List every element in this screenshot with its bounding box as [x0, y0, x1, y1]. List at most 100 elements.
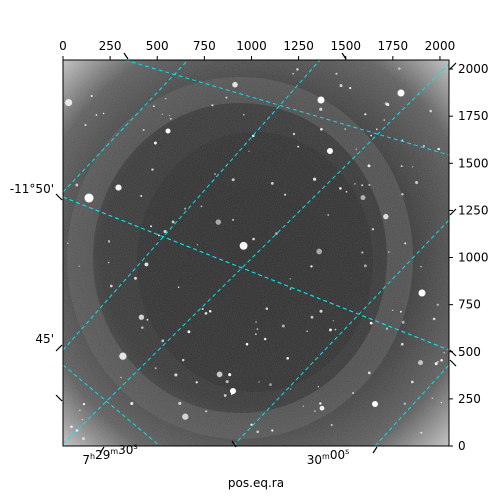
star: [248, 150, 250, 152]
star: [200, 205, 203, 208]
world-tick-mark: [231, 440, 237, 448]
star: [254, 333, 257, 336]
bright-star: [165, 128, 171, 134]
star: [437, 147, 440, 151]
star: [108, 239, 110, 242]
y-tick-label: 1000: [458, 251, 489, 265]
y-tick-label: 500: [458, 345, 481, 359]
star: [327, 214, 330, 216]
star: [169, 114, 171, 117]
star: [182, 413, 189, 420]
star: [289, 278, 291, 280]
star: [214, 173, 216, 175]
star: [386, 102, 390, 107]
star: [115, 184, 122, 191]
star: [271, 429, 274, 432]
star: [368, 183, 371, 186]
star: [355, 148, 357, 150]
star: [296, 68, 299, 71]
star: [422, 144, 425, 148]
star: [134, 276, 137, 280]
star: [245, 342, 249, 346]
grid-line: [63, 60, 321, 351]
x-pixel-axis: 0 250 500 750 1000 1250 1500 1750 2000: [59, 39, 455, 60]
star: [169, 117, 172, 120]
x-tick-label: 1750: [378, 39, 409, 53]
star: [404, 242, 407, 245]
star: [289, 288, 292, 290]
star: [371, 227, 375, 231]
star: [228, 373, 232, 377]
star: [161, 339, 165, 343]
star: [146, 318, 149, 321]
star: [387, 251, 390, 253]
star: [184, 207, 187, 210]
star: [181, 358, 185, 362]
star: [140, 195, 143, 197]
star: [332, 320, 335, 322]
world-tick-mark: [55, 193, 63, 201]
plot-frame: [62, 59, 450, 447]
star: [164, 97, 167, 100]
dec-tick-label: -11°50': [10, 182, 54, 196]
star: [313, 177, 317, 181]
grid-line: [124, 60, 449, 156]
star: [335, 72, 338, 75]
star: [284, 193, 287, 196]
grid-line: [232, 219, 449, 446]
world-tick-mark: [372, 446, 378, 454]
grid-line: [63, 60, 189, 193]
coordinate-grid: [63, 60, 449, 446]
y-pixel-axis: 0 250 500 750 1000 1250 1500 1750 2000: [449, 62, 489, 453]
star: [82, 437, 85, 441]
star: [242, 113, 245, 116]
y-tick-label: 1250: [458, 203, 489, 217]
star: [314, 410, 316, 412]
x-axis-label: pos.eq.ra: [228, 476, 284, 490]
noise-texture: [63, 60, 449, 446]
star: [153, 141, 157, 145]
star: [75, 429, 79, 432]
world-tick-mark: [449, 349, 457, 357]
star: [339, 84, 343, 88]
x-tick-label: 1250: [283, 39, 314, 53]
star: [65, 99, 73, 107]
star: [375, 128, 378, 131]
star: [437, 360, 439, 363]
star: [239, 241, 248, 250]
star: [361, 251, 364, 254]
star: [281, 324, 285, 328]
star: [411, 166, 414, 168]
star: [420, 266, 422, 268]
star: [255, 321, 257, 323]
star: [292, 132, 296, 136]
star: [432, 317, 436, 321]
x-tick-label: 1000: [236, 39, 267, 53]
star: [302, 405, 304, 407]
star: [163, 229, 167, 234]
star: [310, 265, 313, 268]
world-axis-ticks: [55, 52, 457, 454]
grid-line: [63, 364, 161, 446]
star: [443, 351, 445, 354]
star: [440, 359, 443, 362]
star: [352, 391, 355, 395]
star: [70, 425, 73, 428]
star: [383, 213, 389, 220]
world-tick-mark: [55, 394, 63, 402]
star: [297, 145, 300, 148]
ra-tick-label: 7h29m30s: [82, 442, 137, 467]
star: [330, 424, 333, 426]
star: [215, 219, 222, 225]
star: [391, 309, 394, 312]
star: [306, 330, 308, 333]
bright-star: [397, 89, 405, 97]
star: [410, 380, 414, 384]
x-tick-label: 0: [59, 39, 67, 53]
star: [400, 310, 402, 313]
star-field: [65, 67, 445, 441]
star: [232, 81, 238, 88]
star: [434, 362, 438, 366]
y-tick-label: 0: [458, 439, 466, 453]
